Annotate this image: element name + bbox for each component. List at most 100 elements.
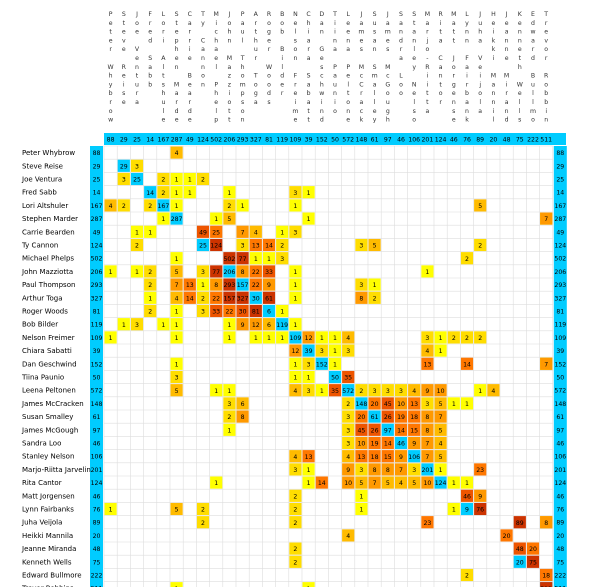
matrix-cell [381, 463, 394, 476]
row-total-left: 29 [93, 163, 101, 170]
row-total-right: 148 [554, 401, 566, 408]
row-total-left: 106 [91, 454, 103, 461]
row-total-right: 502 [554, 256, 566, 263]
matrix-cell [170, 212, 183, 225]
matrix-cell [144, 225, 157, 238]
matrix-cell [289, 331, 302, 344]
matrix-cell-value: 1 [439, 467, 443, 474]
matrix-cell [421, 344, 434, 357]
matrix-cell-value: 1 [320, 388, 324, 395]
matrix-cell [328, 357, 342, 370]
matrix-cell [223, 291, 236, 304]
matrix-cell-value: 3 [320, 348, 324, 355]
matrix-cell-value: 2 [465, 335, 469, 342]
matrix-cell-value: 14 [186, 295, 194, 302]
matrix-cell-value: 10 [423, 480, 431, 487]
matrix-cell-value: 3 [346, 427, 350, 434]
matrix-cell-value: 7 [544, 361, 548, 368]
row-total-left: 48 [93, 546, 101, 553]
matrix-cell [276, 238, 289, 252]
col-total-top: 109 [289, 137, 301, 144]
col-total-top: 76 [463, 137, 471, 144]
row-label: Paul Thompson [22, 281, 75, 289]
matrix-cell [328, 331, 342, 344]
matrix-cell [289, 463, 302, 476]
matrix-cell-value: 109 [289, 335, 301, 342]
row-total-right: 61 [556, 414, 564, 421]
matrix-cell [196, 516, 210, 529]
matrix-cell [130, 238, 144, 252]
matrix-cell-value: 2 [478, 335, 482, 342]
matrix-cell-value: 1 [280, 229, 284, 236]
matrix-cell [289, 516, 302, 529]
row-total-left: 25 [93, 177, 101, 184]
matrix-cell-value: 23 [476, 467, 484, 474]
matrix-cell-value: 124 [435, 480, 447, 487]
matrix-cell-value: 29 [120, 163, 128, 170]
matrix-cell-value: 1 [122, 322, 126, 329]
matrix-cell-value: 1 [373, 282, 377, 289]
matrix-cell-value: 2 [148, 309, 152, 316]
matrix-cell [394, 410, 408, 423]
matrix-cell [513, 542, 526, 555]
matrix-cell [368, 476, 381, 489]
matrix-cell [236, 225, 249, 238]
matrix-cell-value: 8 [544, 520, 548, 527]
matrix-cell [170, 146, 183, 159]
matrix-cell-value: 1 [175, 203, 179, 210]
row-total-right: 222 [554, 573, 566, 580]
matrix-cell-value: 23 [423, 520, 431, 527]
matrix-cell [236, 278, 249, 291]
matrix-cell [249, 318, 262, 331]
matrix-cell-value: 124 [210, 243, 222, 250]
matrix-cell-value: 30 [239, 309, 247, 316]
row-total-right: 81 [556, 309, 564, 316]
matrix-cell-value: 14 [463, 361, 471, 368]
matrix-cell [460, 502, 474, 516]
matrix-cell-value: 20 [516, 559, 524, 566]
matrix-cell [394, 423, 408, 436]
matrix-cell-value: 20 [503, 533, 511, 540]
matrix-cell-value: 1 [320, 335, 324, 342]
matrix-cell [249, 304, 262, 318]
matrix-cell [170, 172, 183, 186]
matrix-cell [302, 357, 315, 370]
matrix-cell [355, 489, 368, 502]
matrix-cell [342, 344, 355, 357]
matrix-cell [210, 278, 223, 291]
row-label: Leena Peltonen [22, 387, 76, 395]
matrix-cell-value: 15 [410, 427, 418, 434]
matrix-cell [236, 410, 249, 423]
matrix-cell-value: 3 [359, 467, 363, 474]
matrix-cell [236, 238, 249, 252]
matrix-cell [130, 172, 144, 186]
matrix-cell [421, 476, 434, 489]
col-total-top: 20 [489, 137, 497, 144]
matrix-cell-value: 18 [410, 414, 418, 421]
matrix-cell-value: 2 [293, 546, 297, 553]
matrix-cell-value: 2 [280, 243, 284, 250]
row-total-right: 124 [554, 243, 566, 250]
matrix-cell [170, 318, 183, 331]
matrix-cell [289, 225, 302, 238]
matrix-cell-value: 1 [439, 335, 443, 342]
matrix-cell-value: 3 [399, 388, 403, 395]
col-total-top: 201 [421, 137, 433, 144]
matrix-cell-value: 1 [307, 586, 311, 587]
matrix-cell-value: 5 [386, 480, 390, 487]
matrix-cell-value: 1 [293, 322, 297, 329]
row-total-right: 287 [554, 216, 566, 223]
right-total-band [553, 146, 567, 587]
matrix-cell-value: 81 [252, 309, 260, 316]
matrix-cell-value: 20 [371, 401, 379, 408]
matrix-cell [342, 529, 355, 542]
matrix-cell-value: 75 [529, 559, 537, 566]
row-total-left: 222 [91, 573, 103, 580]
col-total-top: 46 [397, 137, 405, 144]
